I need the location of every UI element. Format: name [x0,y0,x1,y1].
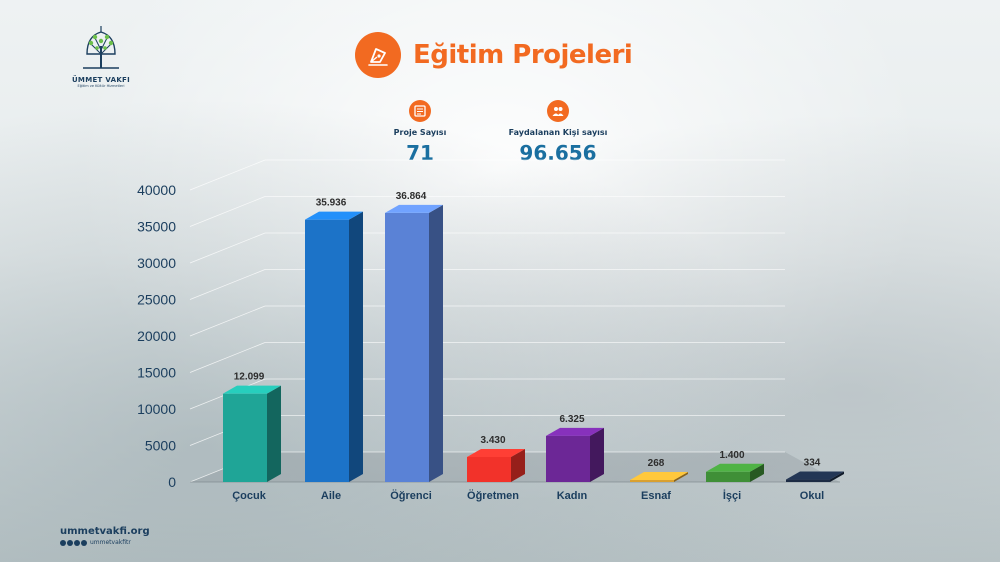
bar-top [305,211,363,220]
data-label: 3.430 [480,435,505,446]
y-tick-label: 10000 [137,401,176,417]
bar-top [630,472,688,480]
bar-side [267,385,281,482]
x-tick-label: Kadın [557,490,588,502]
bar-side [674,472,688,482]
data-label: 6.325 [559,414,584,425]
bar-top [467,448,525,457]
gridline-diagonal [189,342,266,373]
document-icon [409,100,431,122]
bar [630,480,674,482]
page-title: Eğitim Projeleri [413,40,633,70]
data-label: 1.400 [719,450,744,461]
tree-dome-logo-icon [83,26,119,69]
x-tick-label: Aile [321,490,341,502]
bar [385,212,429,482]
social-links: ummetvakfitr [60,539,150,546]
bar [546,435,590,482]
bar [223,393,267,482]
bar [305,219,349,482]
data-label: 36.864 [396,191,427,202]
bar [786,479,830,482]
footer: ummetvakfi.org ummetvakfitr [60,526,150,546]
x-tick-label: Esnaf [641,490,671,502]
facebook-icon[interactable] [60,539,66,546]
pen-nib-icon [355,32,401,78]
bar-side [511,448,525,482]
y-tick-label: 5000 [145,438,176,454]
people-icon [547,100,569,122]
data-label: 35.936 [316,198,347,209]
twitter-icon[interactable] [67,539,73,546]
x-tick-label: Öğretmen [467,489,519,502]
bar-side [349,211,363,482]
stat-project-count: Proje Sayısı 71 [388,100,452,165]
x-tick-label: Çocuk [232,490,267,502]
bar-top [786,471,844,480]
gridline-diagonal [189,305,266,337]
page-header: Eğitim Projeleri [355,30,633,80]
data-label: 268 [648,458,665,469]
x-tick-label: Okul [800,490,824,502]
website-link[interactable]: ummetvakfi.org [60,526,150,537]
y-tick-label: 30000 [137,255,176,271]
bar-side [429,204,443,482]
data-label: 334 [804,458,821,469]
stat-value: 71 [406,141,434,165]
youtube-icon[interactable] [74,539,80,546]
logo-name: ÜMMET VAKFI [71,76,131,84]
bar-top [706,463,764,472]
y-tick-label: 15000 [137,365,176,381]
bar-side [750,463,764,482]
stat-value: 96.656 [519,141,597,165]
y-tick-label: 35000 [137,219,176,235]
bar [706,471,750,482]
bar-top [385,204,443,213]
bar-top [223,385,281,394]
gridline-diagonal [189,196,266,227]
y-tick-label: 25000 [137,292,176,308]
instagram-icon[interactable] [81,539,87,546]
stat-label: Proje Sayısı [393,128,447,137]
x-tick-label: İşçi [723,489,741,502]
social-handle: ummetvakfitr [90,539,131,546]
stat-label: Faydalanan Kişi sayısı [508,128,608,137]
y-tick-label: 20000 [137,328,176,344]
gridline-diagonal [189,269,266,300]
gridline-diagonal [189,159,266,191]
bar-top [546,427,604,436]
logo-tagline: Eğitim ve Kültür Hizmetleri [77,84,125,88]
bar-side [590,427,604,482]
bar [467,456,511,482]
y-tick-label: 0 [168,474,176,490]
gridline-diagonal [189,232,266,264]
data-label: 12.099 [234,372,265,383]
bar-side [830,471,844,482]
stat-beneficiaries: Faydalanan Kişi sayısı 96.656 [500,100,616,165]
y-tick-label: 40000 [137,182,176,198]
x-tick-label: Öğrenci [390,489,432,502]
logo[interactable]: ÜMMET VAKFI Eğitim ve Kültür Hizmetleri [70,24,132,88]
